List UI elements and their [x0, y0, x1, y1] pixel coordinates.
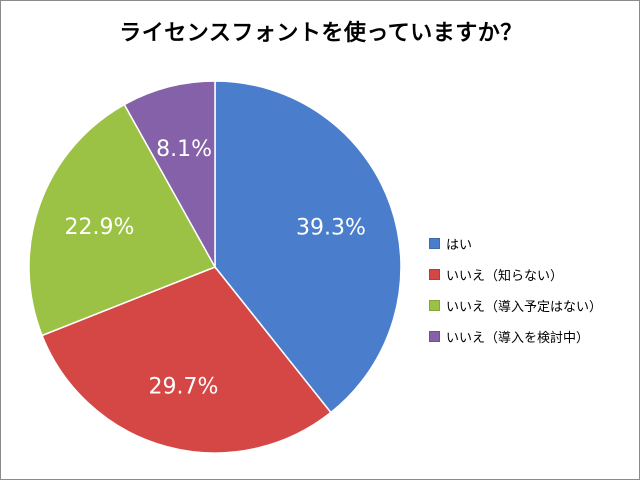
legend-swatch-0 [429, 238, 440, 249]
legend-item-3: いいえ（導入を検討中） [429, 321, 639, 352]
slice-value-label-1: 29.7% [148, 375, 218, 400]
chart-legend: はい いいえ（知らない） いいえ（導入予定はない） いいえ（導入を検討中） [429, 228, 639, 352]
pie-slice-1 [41, 266, 332, 454]
chart-title: ライセンスフォントを使っていますか？ [119, 21, 523, 46]
pie-slice-3 [123, 80, 216, 270]
legend-item-1: いいえ（知らない） [429, 259, 639, 290]
legend-label-3: いいえ（導入を検討中） [446, 331, 590, 346]
slice-value-label-0: 39.3% [296, 216, 366, 241]
legend-label-2: いいえ（導入予定はない） [446, 300, 603, 315]
legend-swatch-2 [429, 300, 440, 311]
legend-swatch-3 [429, 331, 440, 342]
legend-swatch-1 [429, 269, 440, 280]
legend-label-0: はい [446, 238, 473, 253]
pie-slice-0 [214, 80, 402, 414]
legend-item-2: いいえ（導入予定はない） [429, 290, 639, 321]
slice-value-label-2: 22.9% [64, 215, 134, 240]
pie-slice-2 [28, 103, 217, 337]
slice-value-label-3: 8.1% [156, 137, 212, 162]
legend-item-0: はい [429, 228, 639, 259]
legend-label-1: いいえ（知らない） [446, 269, 564, 284]
